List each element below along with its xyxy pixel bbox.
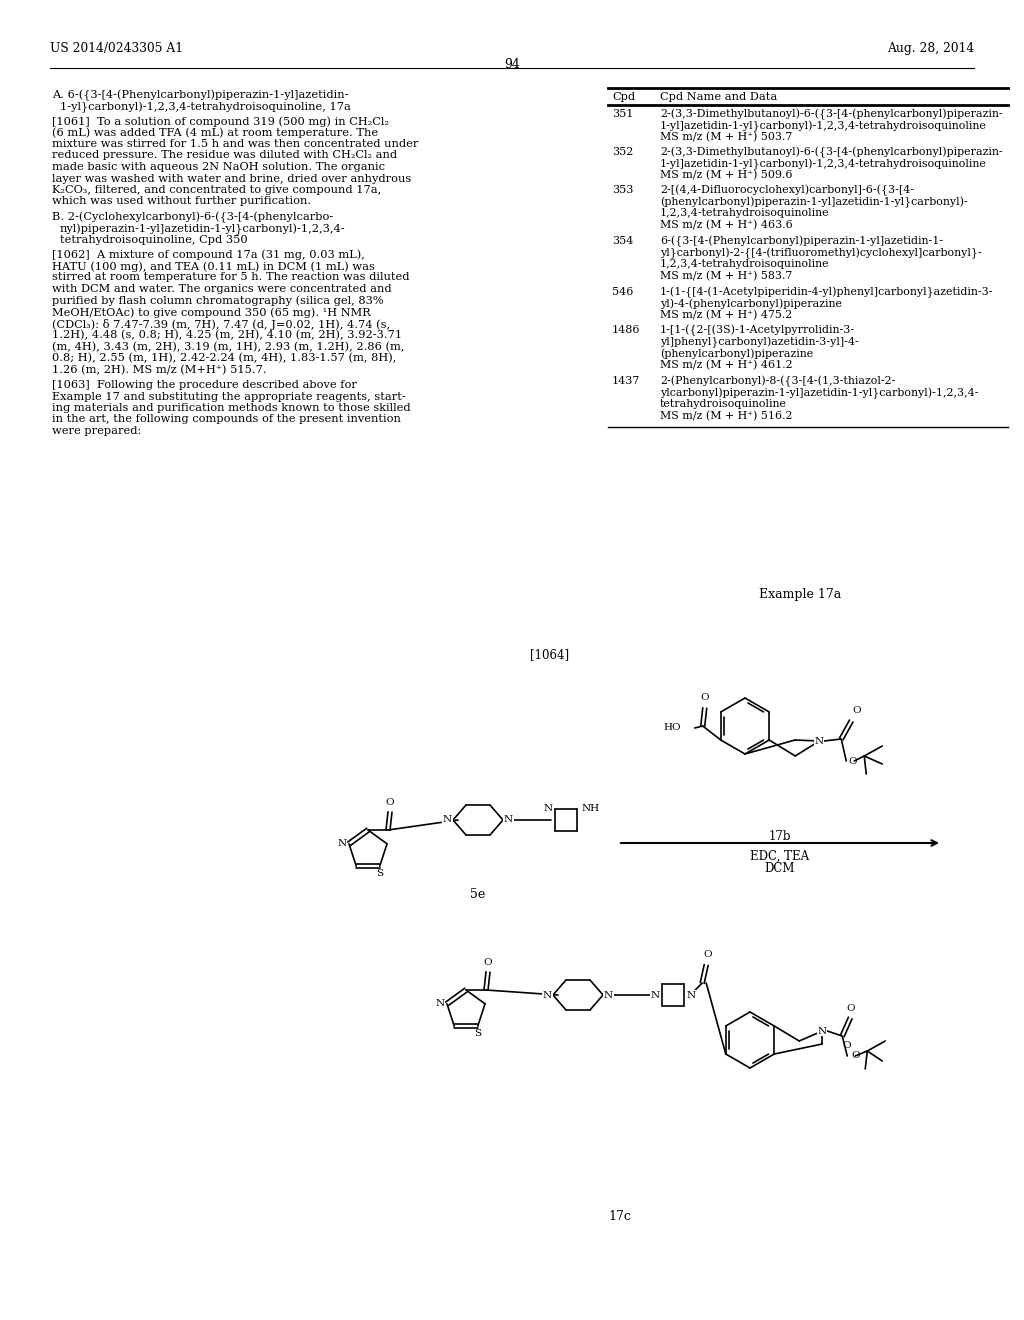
Text: (CDCl₃): δ 7.47-7.39 (m, 7H), 7.47 (d, J=0.02, 1H), 4.74 (s,: (CDCl₃): δ 7.47-7.39 (m, 7H), 7.47 (d, J…: [52, 318, 390, 330]
Text: 352: 352: [612, 147, 634, 157]
Text: [1062]  A mixture of compound 17a (31 mg, 0.03 mL),: [1062] A mixture of compound 17a (31 mg,…: [52, 249, 365, 260]
Text: NH: NH: [582, 804, 599, 813]
Text: 1,2,3,4-tetrahydroisoquinoline: 1,2,3,4-tetrahydroisoquinoline: [660, 259, 829, 269]
Text: N: N: [818, 1027, 826, 1035]
Text: 6-({3-[4-(Phenylcarbonyl)piperazin-1-yl]azetidin-1-: 6-({3-[4-(Phenylcarbonyl)piperazin-1-yl]…: [660, 236, 943, 247]
Text: 17b: 17b: [769, 830, 792, 843]
Text: made basic with aqueous 2N NaOH solution. The organic: made basic with aqueous 2N NaOH solution…: [52, 162, 385, 172]
Text: O: O: [848, 756, 857, 766]
Text: DCM: DCM: [765, 862, 796, 875]
Text: [1061]  To a solution of compound 319 (500 mg) in CH₂Cl₂: [1061] To a solution of compound 319 (50…: [52, 116, 389, 127]
Text: which was used without further purification.: which was used without further purificat…: [52, 197, 311, 206]
Text: MS m/z (M + H⁺) 461.2: MS m/z (M + H⁺) 461.2: [660, 359, 793, 370]
Text: 1437: 1437: [612, 376, 640, 385]
Text: N: N: [442, 816, 452, 825]
Text: 1-[1-({2-[(3S)-1-Acetylpyrrolidin-3-: 1-[1-({2-[(3S)-1-Acetylpyrrolidin-3-: [660, 325, 855, 337]
Text: Example 17a: Example 17a: [759, 587, 841, 601]
Text: with DCM and water. The organics were concentrated and: with DCM and water. The organics were co…: [52, 284, 391, 294]
Text: 17c: 17c: [608, 1210, 632, 1224]
Text: N: N: [504, 816, 513, 825]
Text: purified by flash column chromatography (silica gel, 83%: purified by flash column chromatography …: [52, 296, 384, 306]
Text: HATU (100 mg), and TEA (0.11 mL) in DCM (1 mL) was: HATU (100 mg), and TEA (0.11 mL) in DCM …: [52, 261, 375, 272]
Text: O: O: [852, 706, 861, 715]
Text: 0.8; H), 2.55 (m, 1H), 2.42-2.24 (m, 4H), 1.83-1.57 (m, 8H),: 0.8; H), 2.55 (m, 1H), 2.42-2.24 (m, 4H)…: [52, 352, 396, 363]
Text: MeOH/EtOAc) to give compound 350 (65 mg). ¹H NMR: MeOH/EtOAc) to give compound 350 (65 mg)…: [52, 308, 371, 318]
Text: K₂CO₃, filtered, and concentrated to give compound 17a,: K₂CO₃, filtered, and concentrated to giv…: [52, 185, 381, 195]
Text: O: O: [702, 950, 712, 960]
Text: B. 2-(Cyclohexylcarbonyl)-6-({3-[4-(phenylcarbo-: B. 2-(Cyclohexylcarbonyl)-6-({3-[4-(phen…: [52, 213, 333, 223]
Text: 1-yl]azetidin-1-yl}carbonyl)-1,2,3,4-tetrahydroisoquinoline: 1-yl]azetidin-1-yl}carbonyl)-1,2,3,4-tet…: [660, 120, 987, 132]
Text: N: N: [650, 990, 659, 999]
Text: Cpd Name and Data: Cpd Name and Data: [660, 92, 777, 102]
Text: 1486: 1486: [612, 325, 640, 335]
Text: O: O: [386, 799, 394, 807]
Text: 2-(Phenylcarbonyl)-8-({3-[4-(1,3-thiazol-2-: 2-(Phenylcarbonyl)-8-({3-[4-(1,3-thiazol…: [660, 376, 895, 387]
Text: yl}carbonyl)-2-{[4-(trifluoromethyl)cyclohexyl]carbonyl}-: yl}carbonyl)-2-{[4-(trifluoromethyl)cycl…: [660, 248, 982, 259]
Text: 1-yl]azetidin-1-yl}carbonyl)-1,2,3,4-tetrahydroisoquinoline: 1-yl]azetidin-1-yl}carbonyl)-1,2,3,4-tet…: [660, 158, 987, 170]
Text: Example 17 and substituting the appropriate reagents, start-: Example 17 and substituting the appropri…: [52, 392, 406, 401]
Text: MS m/z (M + H⁺) 583.7: MS m/z (M + H⁺) 583.7: [660, 271, 793, 281]
Text: (phenylcarbonyl)piperazin-1-yl]azetidin-1-yl}carbonyl)-: (phenylcarbonyl)piperazin-1-yl]azetidin-…: [660, 197, 968, 207]
Text: (6 mL) was added TFA (4 mL) at room temperature. The: (6 mL) was added TFA (4 mL) at room temp…: [52, 128, 378, 139]
Text: in the art, the following compounds of the present invention: in the art, the following compounds of t…: [52, 414, 400, 425]
Text: layer was washed with water and brine, dried over anhydrous: layer was washed with water and brine, d…: [52, 173, 412, 183]
Text: US 2014/0243305 A1: US 2014/0243305 A1: [50, 42, 183, 55]
Text: reduced pressure. The residue was diluted with CH₂Cl₂ and: reduced pressure. The residue was dilute…: [52, 150, 397, 161]
Text: O: O: [851, 1052, 860, 1060]
Text: mixture was stirred for 1.5 h and was then concentrated under: mixture was stirred for 1.5 h and was th…: [52, 139, 419, 149]
Text: 1-yl}carbonyl)-1,2,3,4-tetrahydroisoquinoline, 17a: 1-yl}carbonyl)-1,2,3,4-tetrahydroisoquin…: [60, 102, 351, 112]
Text: 5e: 5e: [470, 888, 485, 902]
Text: MS m/z (M + H⁺) 509.6: MS m/z (M + H⁺) 509.6: [660, 170, 793, 181]
Text: O: O: [846, 1005, 855, 1012]
Text: 353: 353: [612, 185, 634, 195]
Text: N: N: [436, 999, 445, 1008]
Text: 2-[(4,4-Difluorocyclohexyl)carbonyl]-6-({3-[4-: 2-[(4,4-Difluorocyclohexyl)carbonyl]-6-(…: [660, 185, 914, 197]
Text: 354: 354: [612, 236, 634, 246]
Text: yl)-4-(phenylcarbonyl)piperazine: yl)-4-(phenylcarbonyl)piperazine: [660, 298, 842, 309]
Text: tetrahydroisoquinoline, Cpd 350: tetrahydroisoquinoline, Cpd 350: [60, 235, 248, 246]
Text: ylcarbonyl)piperazin-1-yl]azetidin-1-yl}carbonyl)-1,2,3,4-: ylcarbonyl)piperazin-1-yl]azetidin-1-yl}…: [660, 388, 979, 399]
Text: N: N: [604, 990, 613, 999]
Text: MS m/z (M + H⁺) 475.2: MS m/z (M + H⁺) 475.2: [660, 310, 793, 321]
Text: N: N: [544, 804, 553, 813]
Text: O: O: [842, 1041, 851, 1049]
Text: nyl)piperazin-1-yl]azetidin-1-yl}carbonyl)-1,2,3,4-: nyl)piperazin-1-yl]azetidin-1-yl}carbony…: [60, 223, 346, 235]
Text: A. 6-({3-[4-(Phenylcarbonyl)piperazin-1-yl]azetidin-: A. 6-({3-[4-(Phenylcarbonyl)piperazin-1-…: [52, 90, 348, 102]
Text: MS m/z (M + H⁺) 516.2: MS m/z (M + H⁺) 516.2: [660, 411, 793, 421]
Text: N: N: [686, 990, 695, 999]
Text: 351: 351: [612, 110, 634, 119]
Text: (m, 4H), 3.43 (m, 2H), 3.19 (m, 1H), 2.93 (m, 1.2H), 2.86 (m,: (m, 4H), 3.43 (m, 2H), 3.19 (m, 1H), 2.9…: [52, 342, 404, 352]
Text: S: S: [376, 869, 383, 878]
Text: [1064]: [1064]: [530, 648, 569, 661]
Text: yl]phenyl}carbonyl)azetidin-3-yl]-4-: yl]phenyl}carbonyl)azetidin-3-yl]-4-: [660, 337, 859, 348]
Text: 2-(3,3-Dimethylbutanoyl)-6-({3-[4-(phenylcarbonyl)piperazin-: 2-(3,3-Dimethylbutanoyl)-6-({3-[4-(pheny…: [660, 147, 1002, 158]
Text: Aug. 28, 2014: Aug. 28, 2014: [887, 42, 974, 55]
Text: O: O: [700, 693, 709, 702]
Text: O: O: [483, 958, 493, 968]
Text: were prepared:: were prepared:: [52, 426, 141, 436]
Text: 1,2,3,4-tetrahydroisoquinoline: 1,2,3,4-tetrahydroisoquinoline: [660, 209, 829, 218]
Text: 1.26 (m, 2H). MS m/z (M+H⁺) 515.7.: 1.26 (m, 2H). MS m/z (M+H⁺) 515.7.: [52, 364, 266, 375]
Text: tetrahydroisoquinoline: tetrahydroisoquinoline: [660, 399, 787, 409]
Text: ing materials and purification methods known to those skilled: ing materials and purification methods k…: [52, 403, 411, 413]
Text: S: S: [474, 1030, 481, 1039]
Text: 1-(1-{[4-(1-Acetylpiperidin-4-yl)phenyl]carbonyl}azetidin-3-: 1-(1-{[4-(1-Acetylpiperidin-4-yl)phenyl]…: [660, 286, 993, 298]
Text: N: N: [543, 990, 552, 999]
Text: [1063]  Following the procedure described above for: [1063] Following the procedure described…: [52, 380, 357, 389]
Text: 546: 546: [612, 286, 634, 297]
Text: MS m/z (M + H⁺) 463.6: MS m/z (M + H⁺) 463.6: [660, 219, 793, 230]
Text: stirred at room temperature for 5 h. The reaction was diluted: stirred at room temperature for 5 h. The…: [52, 272, 410, 282]
Text: HO: HO: [664, 723, 681, 733]
Text: (phenylcarbonyl)piperazine: (phenylcarbonyl)piperazine: [660, 348, 813, 359]
Text: MS m/z (M + H⁺) 503.7: MS m/z (M + H⁺) 503.7: [660, 132, 793, 143]
Text: EDC, TEA: EDC, TEA: [751, 850, 810, 863]
Text: 2-(3,3-Dimethylbutanoyl)-6-({3-[4-(phenylcarbonyl)piperazin-: 2-(3,3-Dimethylbutanoyl)-6-({3-[4-(pheny…: [660, 110, 1002, 120]
Text: 1.2H), 4.48 (s, 0.8; H), 4.25 (m, 2H), 4.10 (m, 2H), 3.92-3.71: 1.2H), 4.48 (s, 0.8; H), 4.25 (m, 2H), 4…: [52, 330, 402, 341]
Text: 94: 94: [504, 58, 520, 71]
Text: Cpd: Cpd: [612, 92, 635, 102]
Text: N: N: [338, 840, 347, 849]
Text: N: N: [815, 737, 824, 746]
